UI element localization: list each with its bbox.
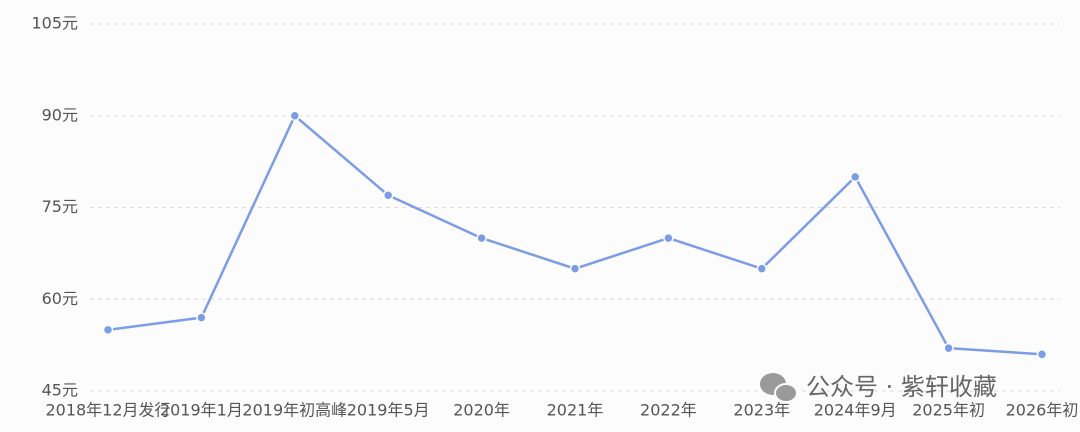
x-tick-label: 2026年初 bbox=[1006, 401, 1079, 420]
x-tick-label: 2022年 bbox=[640, 401, 697, 420]
x-tick-label: 2018年12月发行 bbox=[45, 401, 170, 420]
point bbox=[849, 171, 861, 183]
x-tick-label: 2020年 bbox=[453, 401, 510, 420]
watermark: 公众号 · 紫轩收藏 bbox=[806, 373, 997, 401]
point bbox=[196, 312, 207, 323]
x-tick-label: 2024年9月 bbox=[814, 401, 897, 420]
x-tick-label: 2021年 bbox=[547, 401, 604, 420]
y-tick-label: 75元 bbox=[42, 197, 78, 216]
x-tick-label: 2025年初 bbox=[912, 401, 985, 420]
point bbox=[1036, 349, 1048, 360]
point bbox=[382, 190, 394, 201]
point bbox=[102, 324, 114, 336]
y-tick-label: 45元 bbox=[42, 381, 78, 400]
x-tick-label: 2023年 bbox=[733, 401, 790, 420]
point bbox=[289, 110, 301, 121]
point bbox=[569, 263, 581, 274]
y-tick-label: 105元 bbox=[31, 14, 78, 33]
y-tick-label: 90元 bbox=[42, 105, 78, 124]
point bbox=[476, 232, 487, 244]
point bbox=[663, 232, 674, 244]
x-tick-label: 2019年5月 bbox=[347, 401, 430, 420]
point bbox=[943, 342, 954, 354]
watermark-icon bbox=[760, 373, 798, 403]
x-tick-label: 2019年初高峰 bbox=[242, 401, 347, 420]
y-tick-label: 60元 bbox=[42, 289, 78, 308]
x-tick-label: 2019年1月 bbox=[160, 401, 243, 420]
point bbox=[756, 263, 768, 274]
